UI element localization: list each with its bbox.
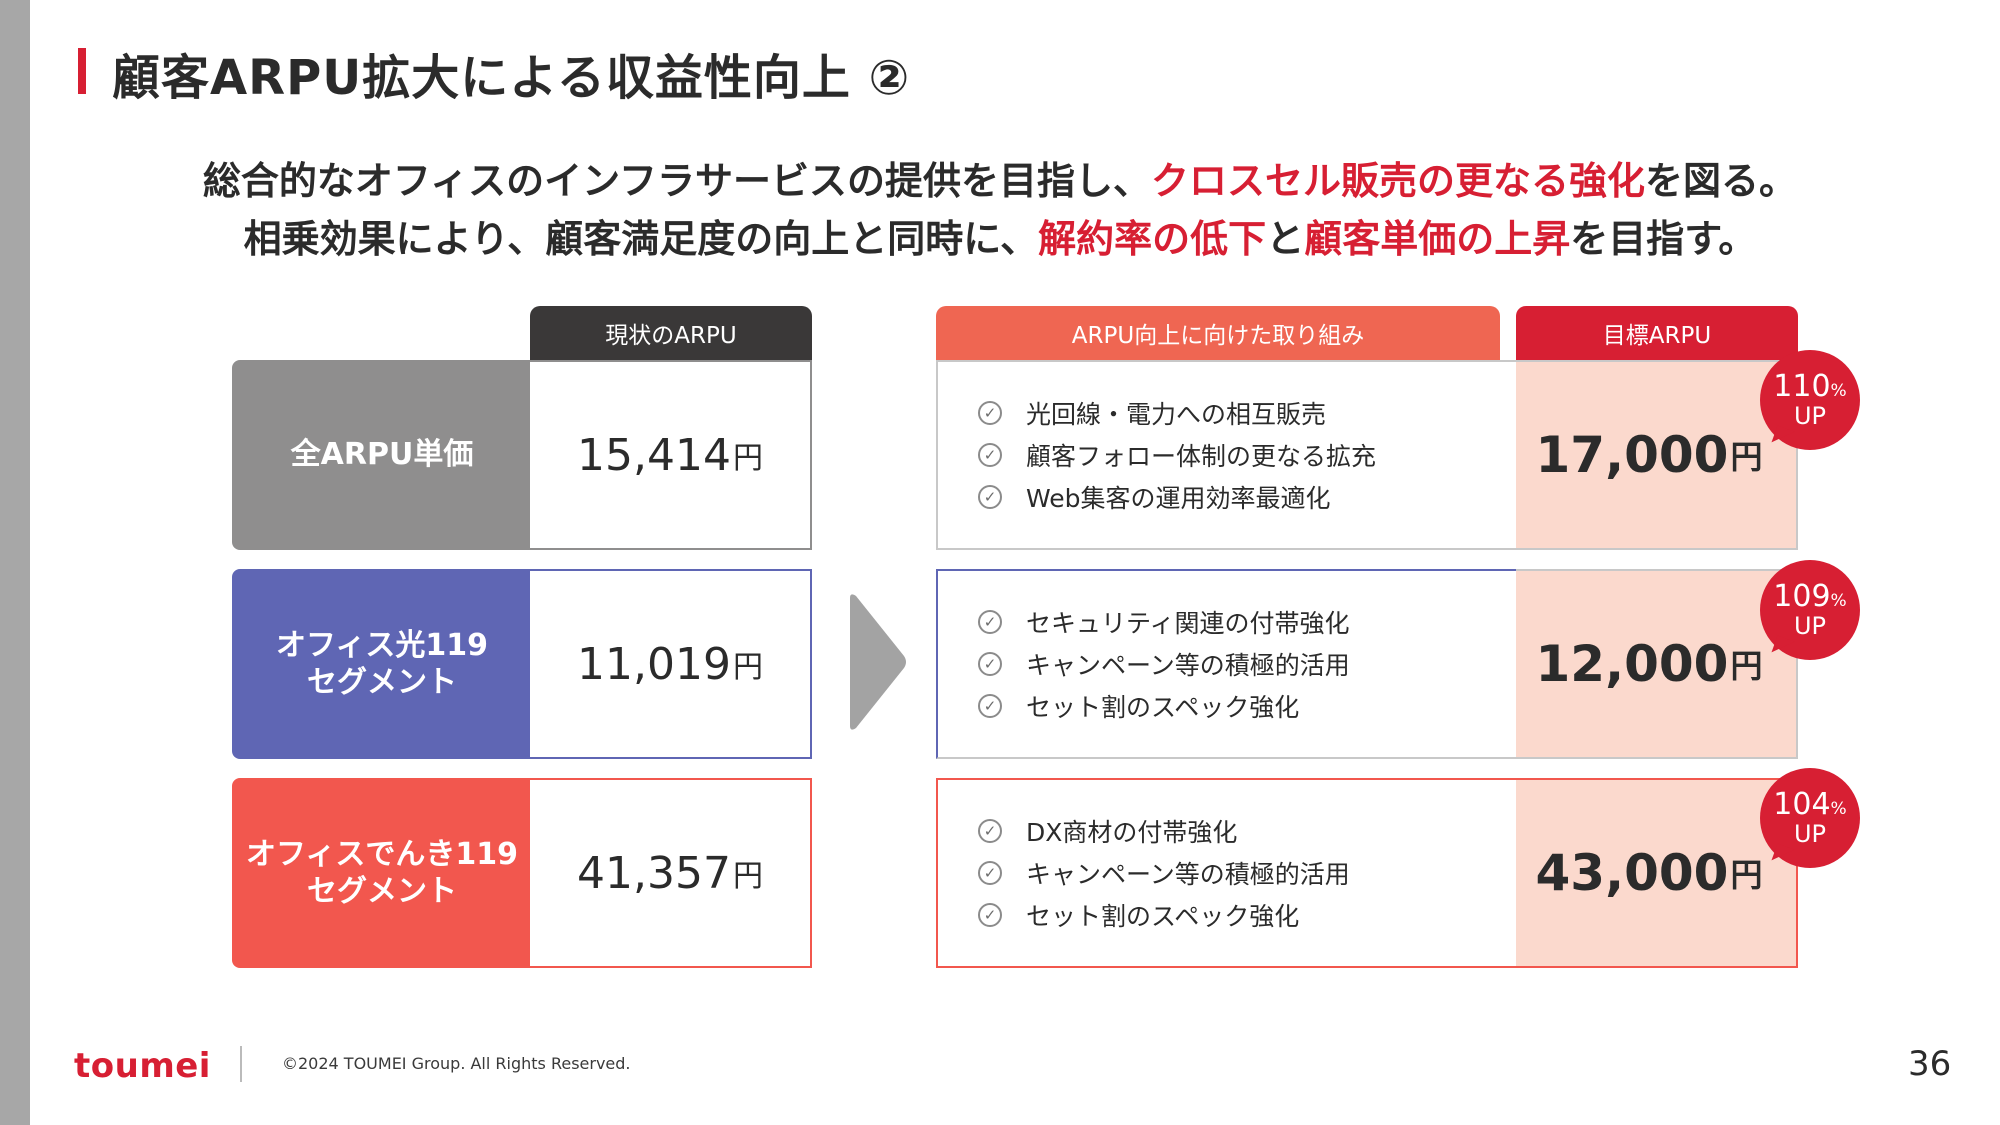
percent-sign: % (1830, 591, 1847, 611)
current-value-hikari: 11,019 円 (530, 569, 812, 759)
action-item: ✓ キャンペーン等の積極的活用 (978, 643, 1516, 685)
row-label-hikari: オフィス光119 セグメント (232, 569, 532, 759)
growth-badge: 109% UP (1760, 560, 1860, 660)
target-value-all: 17,000 円 (1516, 360, 1798, 550)
company-logo: toumei (74, 1046, 211, 1086)
lead-text: を図る。 (1645, 159, 1798, 203)
current-value-all: 15,414 円 (530, 360, 812, 550)
action-text: セキュリティ関連の付帯強化 (1026, 609, 1350, 638)
check-circle-icon: ✓ (978, 819, 1002, 843)
check-circle-icon: ✓ (978, 401, 1002, 425)
yen-unit: 円 (1730, 438, 1763, 476)
yen-unit: 円 (732, 441, 763, 476)
action-item: ✓ 光回線・電力への相互販売 (978, 392, 1516, 434)
row-label-text: 全ARPU単価 (290, 437, 474, 473)
yen-unit: 円 (732, 650, 763, 685)
header-current-arpu: 現状のARPU (530, 306, 812, 360)
row-label-text: セグメント (307, 665, 457, 700)
growth-badge: 104% UP (1760, 768, 1860, 868)
action-text: キャンペーン等の積極的活用 (1026, 651, 1350, 680)
growth-percent: 110 (1773, 369, 1831, 404)
growth-percent: 104 (1773, 787, 1831, 822)
yen-unit: 円 (1730, 647, 1763, 685)
check-circle-icon: ✓ (978, 903, 1002, 927)
action-text: セット割のスペック強化 (1026, 902, 1300, 931)
action-text: 顧客フォロー体制の更なる拡充 (1026, 442, 1377, 471)
percent-sign: % (1830, 799, 1847, 819)
growth-badge: 110% UP (1760, 350, 1860, 450)
lead-highlight: クロスセル販売の更なる強化 (1151, 159, 1646, 203)
row-label-text: オフィス光119 (275, 627, 489, 663)
current-value: 11,019 (577, 638, 731, 690)
lead-text: 相乗効果により、顧客満足度の向上と同時に、 (243, 217, 1039, 261)
growth-up-label: UP (1793, 820, 1827, 848)
check-circle-icon: ✓ (978, 861, 1002, 885)
lead-highlight: 解約率の低下 (1038, 217, 1267, 261)
check-circle-icon: ✓ (978, 694, 1002, 718)
lead-line-2: 相乗効果により、顧客満足度の向上と同時に、解約率の低下と顧客単価の上昇を目指す。 (0, 208, 2000, 263)
action-text: セット割のスペック強化 (1026, 693, 1300, 722)
row-label-text: オフィスでんき119 (245, 836, 519, 872)
action-text: キャンペーン等の積極的活用 (1026, 860, 1350, 889)
lead-highlight: 顧客単価の上昇 (1304, 217, 1571, 261)
footer-divider (240, 1046, 242, 1082)
lead-text: と (1266, 217, 1305, 261)
page-title: 顧客ARPU拡大による収益性向上 ② (112, 50, 911, 106)
action-item: ✓ セキュリティ関連の付帯強化 (978, 601, 1516, 643)
action-text: DX商材の付帯強化 (1026, 818, 1238, 847)
yen-unit: 円 (732, 859, 763, 894)
page-number: 36 (1908, 1044, 1952, 1084)
growth-up-label: UP (1793, 612, 1827, 640)
row-label-denki: オフィスでんき119 セグメント (232, 778, 532, 968)
check-circle-icon: ✓ (978, 443, 1002, 467)
percent-sign: % (1830, 381, 1847, 401)
action-text: Web集客の運用効率最適化 (1026, 484, 1331, 513)
current-value-denki: 41,357 円 (530, 778, 812, 968)
title-accent-bar (78, 48, 86, 94)
current-value: 41,357 (577, 847, 731, 899)
row-label-all: 全ARPU単価 (232, 360, 532, 550)
lead-text: を目指す。 (1570, 217, 1757, 261)
right-arrow-icon (850, 594, 906, 730)
left-edge-strip (0, 0, 30, 1125)
check-circle-icon: ✓ (978, 652, 1002, 676)
target-value: 17,000 (1535, 426, 1729, 484)
yen-unit: 円 (1730, 856, 1763, 894)
action-list-denki: ✓ DX商材の付帯強化 ✓ キャンペーン等の積極的活用 ✓ セット割のスペック強化 (936, 778, 1516, 968)
target-value: 43,000 (1535, 844, 1729, 902)
action-item: ✓ セット割のスペック強化 (978, 894, 1516, 936)
action-item: ✓ キャンペーン等の積極的活用 (978, 852, 1516, 894)
growth-percent: 109 (1773, 579, 1831, 614)
target-value: 12,000 (1535, 635, 1729, 693)
row-label-text: セグメント (307, 874, 457, 909)
lead-text: 総合的なオフィスのインフラサービスの提供を目指し、 (202, 159, 1152, 203)
action-text: 光回線・電力への相互販売 (1026, 400, 1327, 429)
action-list-all: ✓ 光回線・電力への相互販売 ✓ 顧客フォロー体制の更なる拡充 ✓ Web集客の運用効… (936, 360, 1516, 550)
header-arpu-actions: ARPU向上に向けた取り組み (936, 306, 1500, 360)
header-target-arpu: 目標ARPU (1516, 306, 1798, 360)
action-item: ✓ Web集客の運用効率最適化 (978, 476, 1516, 518)
copyright-text: ©2024 TOUMEI Group. All Rights Reserved. (282, 1054, 631, 1073)
action-item: ✓ 顧客フォロー体制の更なる拡充 (978, 434, 1516, 476)
target-value-denki: 43,000 円 (1516, 778, 1798, 968)
current-value: 15,414 (577, 429, 731, 481)
action-item: ✓ セット割のスペック強化 (978, 685, 1516, 727)
action-item: ✓ DX商材の付帯強化 (978, 810, 1516, 852)
action-list-hikari: ✓ セキュリティ関連の付帯強化 ✓ キャンペーン等の積極的活用 ✓ セット割のスペック… (936, 569, 1516, 759)
check-circle-icon: ✓ (978, 485, 1002, 509)
lead-line-1: 総合的なオフィスのインフラサービスの提供を目指し、クロスセル販売の更なる強化を図… (0, 150, 2000, 205)
growth-up-label: UP (1793, 402, 1827, 430)
check-circle-icon: ✓ (978, 610, 1002, 634)
target-value-hikari: 12,000 円 (1516, 569, 1798, 759)
